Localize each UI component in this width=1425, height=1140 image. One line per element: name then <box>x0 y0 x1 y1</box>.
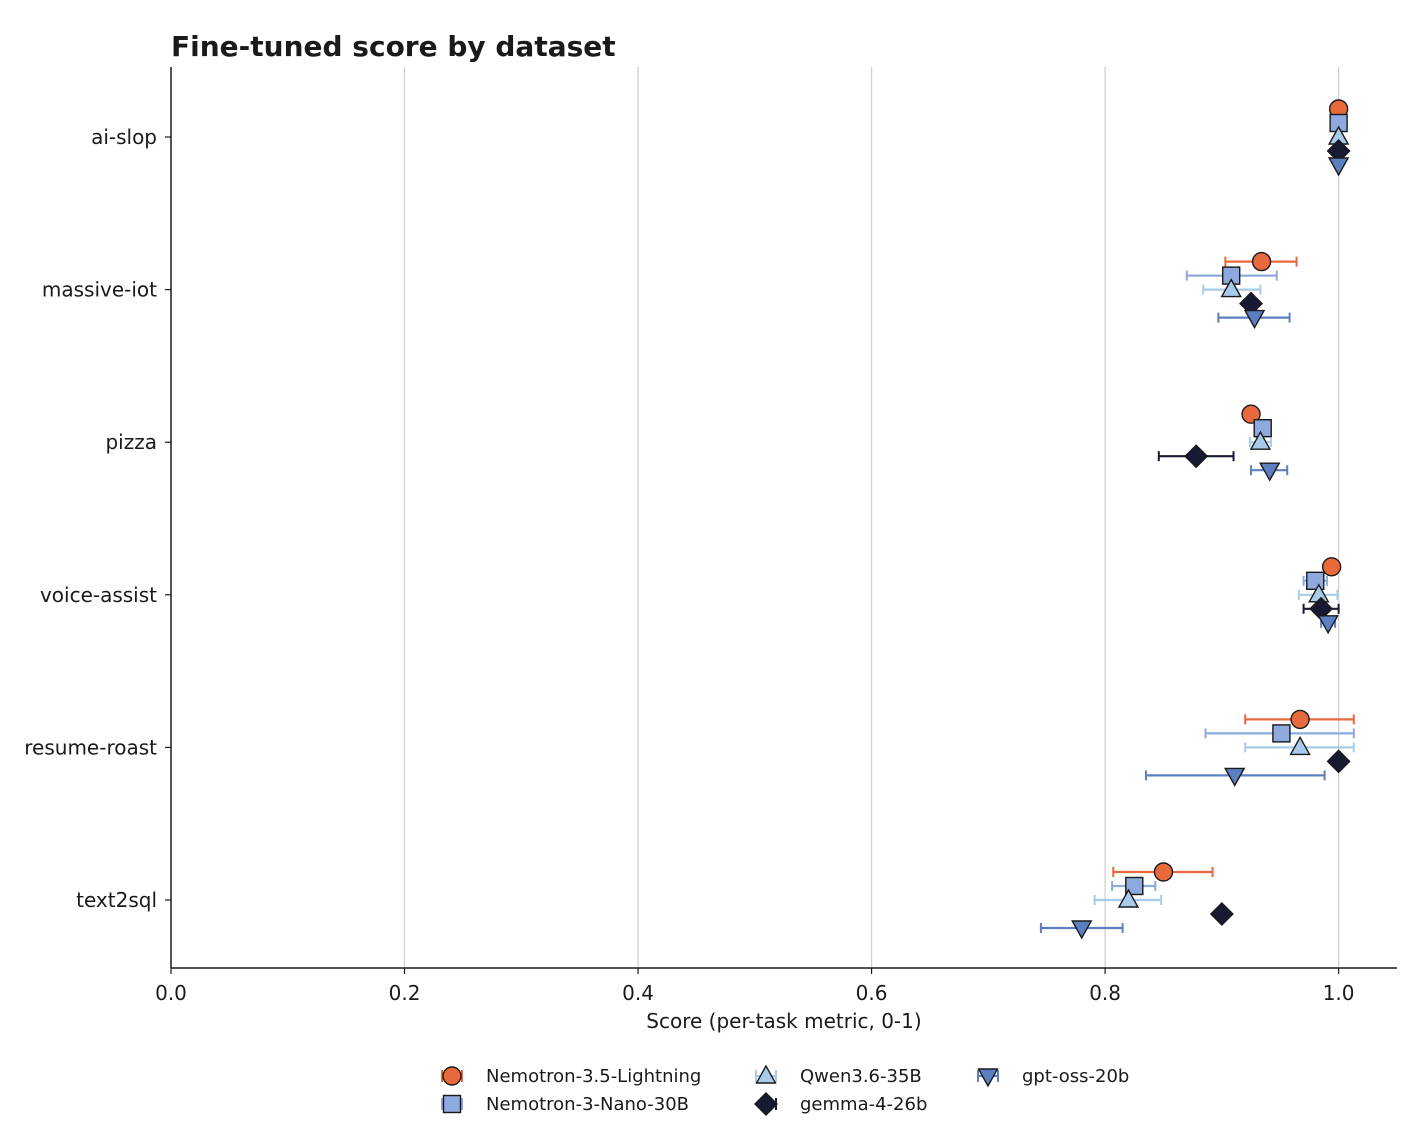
legend-marker <box>755 1064 777 1084</box>
legend-label: Nemotron-3-Nano-30B <box>486 1094 689 1115</box>
x-ticks: 0.0 0.2 0.4 0.6 0.8 1.0 <box>155 968 1355 1005</box>
legend-item: gemma-4-26b <box>754 1092 927 1116</box>
data-point <box>1327 157 1350 177</box>
data-point <box>1251 251 1272 272</box>
data-point <box>1243 309 1266 330</box>
data-point <box>1220 278 1242 298</box>
chart-title: Fine-tuned score by dataset <box>171 30 616 63</box>
data-point <box>1326 749 1351 774</box>
series-Qwen3.6-35B <box>1093 125 1355 908</box>
legend-label: Qwen3.6-35B <box>800 1066 922 1087</box>
x-tick-label: 1.0 <box>1323 981 1355 1005</box>
data-point <box>1209 902 1234 926</box>
y-tick-label: pizza <box>105 430 157 454</box>
legend-marker <box>754 1092 778 1116</box>
y-ticks: ai-slop massive-iot pizza voice-assist resum… <box>24 125 171 912</box>
legend-marker <box>442 1094 462 1114</box>
legend-label: gemma-4-26b <box>800 1094 927 1115</box>
y-tick-label: resume-roast <box>24 735 157 759</box>
x-tick-label: 0.2 <box>389 981 421 1005</box>
data-point <box>1289 735 1311 756</box>
legend: Nemotron-3.5-Lightning Nemotron-3-Nano-30… <box>441 1064 1129 1116</box>
y-tick-label: text2sql <box>76 888 157 912</box>
data-point <box>1153 862 1174 882</box>
data-point <box>1241 404 1261 424</box>
data-marks <box>1039 99 1355 940</box>
legend-item: gpt-oss-20b <box>977 1066 1129 1088</box>
series-gemma-4-26b <box>1157 139 1351 926</box>
legend-item: Qwen3.6-35B <box>755 1064 922 1087</box>
data-point <box>1290 709 1310 730</box>
legend-marker <box>442 1066 462 1086</box>
data-point <box>1071 920 1093 940</box>
legend-item: Nemotron-3.5-Lightning <box>441 1066 701 1087</box>
data-point <box>1272 724 1291 743</box>
y-tick-label: voice-assist <box>40 583 157 607</box>
x-tick-label: 0.6 <box>856 981 888 1005</box>
data-point <box>1317 615 1339 635</box>
legend-item: Nemotron-3-Nano-30B <box>441 1094 689 1115</box>
legend-label: gpt-oss-20b <box>1022 1066 1129 1087</box>
series-gpt-oss-20b <box>1039 157 1350 940</box>
x-tick-label: 0.8 <box>1089 981 1121 1005</box>
data-point <box>1321 557 1342 577</box>
x-axis-label: Score (per-task metric, 0-1) <box>646 1009 921 1033</box>
data-point <box>1125 876 1144 896</box>
axes <box>170 67 1397 969</box>
data-point <box>1253 419 1272 438</box>
series-Nemotron-3-Nano-30B <box>1111 113 1355 896</box>
y-tick-label: massive-iot <box>42 278 157 302</box>
x-tick-label: 0.0 <box>155 981 187 1005</box>
data-point <box>1224 767 1246 787</box>
legend-label: Nemotron-3.5-Lightning <box>486 1066 701 1087</box>
data-point <box>1306 571 1325 590</box>
data-point <box>1184 444 1209 469</box>
series-Nemotron-3.5-Lightning <box>1112 99 1355 882</box>
gridlines <box>403 67 1340 968</box>
legend-marker <box>977 1068 999 1088</box>
x-tick-label: 0.4 <box>622 981 654 1005</box>
data-point <box>1249 430 1272 450</box>
data-point <box>1259 462 1281 482</box>
data-point <box>1117 888 1140 908</box>
y-tick-label: ai-slop <box>91 125 157 149</box>
